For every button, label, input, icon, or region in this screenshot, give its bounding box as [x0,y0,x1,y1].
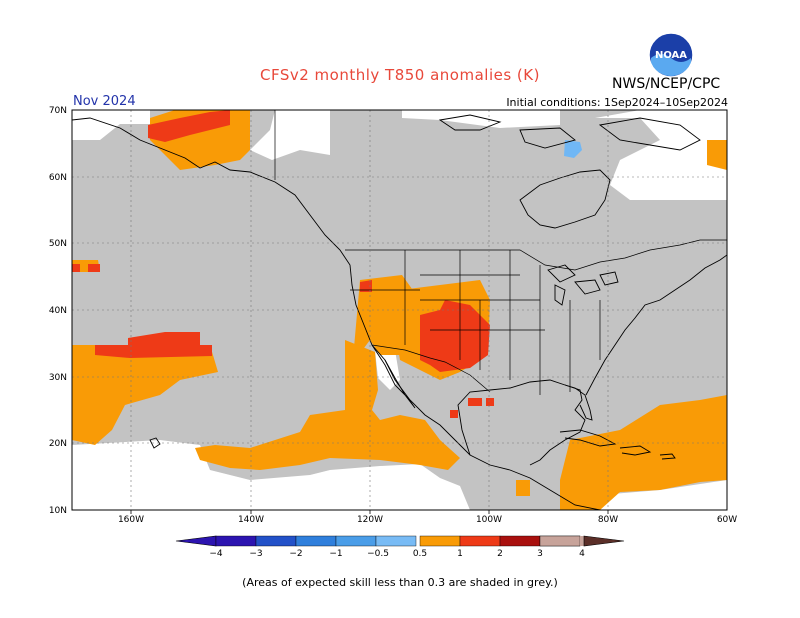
map-frame [71,109,728,511]
forecast-month: Nov 2024 [73,94,136,109]
longitude-labels: 160W 140W 120W 100W 80W 60W [118,515,737,525]
legend-label: −4 [209,549,223,559]
legend-arrow-right [583,535,625,547]
legend-swatch [375,535,417,547]
legend-swatch [215,535,257,547]
legend-swatch [295,535,337,547]
latitude-labels: 10N 20N 30N 40N 50N 60N 70N [49,106,67,516]
legend-labels: −4 −3 −2 −1 −0.5 0.5 1 2 3 4 [209,549,585,559]
lat-label: 20N [49,439,67,449]
political-borders [274,110,727,395]
color-legend: −4 −3 −2 −1 −0.5 0.5 1 2 3 4 [175,535,625,559]
legend-swatch [499,535,541,547]
lon-label: 160W [118,515,144,525]
legend-label: 3 [537,549,543,559]
legend-label: 2 [497,549,503,559]
chart-title: CFSv2 monthly T850 anomalies (K) [260,66,540,84]
legend-swatch [539,535,581,547]
cold-anomaly [564,140,582,158]
legend-label: −1 [329,549,342,559]
lon-label: 60W [717,515,737,525]
legend-arrow-left [175,535,217,547]
coastlines [72,114,727,510]
lat-label: 70N [49,106,67,116]
lon-label: 80W [598,515,618,525]
legend-label: −3 [249,549,262,559]
axis-ticks [130,510,609,514]
lon-label: 140W [238,515,264,525]
graticule [72,110,727,510]
initial-conditions: Initial conditions: 1Sep2024–10Sep2024 [506,96,728,109]
lat-label: 30N [49,373,67,383]
legend-swatch [255,535,297,547]
lat-label: 40N [49,306,67,316]
lat-label: 10N [49,506,67,516]
legend-swatch [580,536,584,546]
lat-label: 50N [49,239,67,249]
noaa-logo: NOAA [648,32,694,78]
lon-label: 100W [476,515,502,525]
lon-label: 120W [357,515,383,525]
lat-label: 60N [49,173,67,183]
legend-swatch [419,535,461,547]
warm-anomaly-1-2 [72,110,494,418]
neutral-regions [72,110,727,510]
legend-label: 1 [457,549,463,559]
legend-label: −0.5 [367,549,389,559]
agency-label: NWS/NCEP/CPC [612,76,721,92]
noaa-logo-text: NOAA [655,50,687,61]
legend-swatch [459,535,501,547]
legend-label: 4 [579,549,585,559]
skill-footnote: (Areas of expected skill less than 0.3 a… [242,576,558,589]
legend-label: −2 [289,549,302,559]
legend-swatch [335,535,377,547]
anomaly-map: 10N 20N 30N 40N 50N 60N 70N 160W 140W 12… [49,106,737,525]
legend-label: 0.5 [413,549,427,559]
